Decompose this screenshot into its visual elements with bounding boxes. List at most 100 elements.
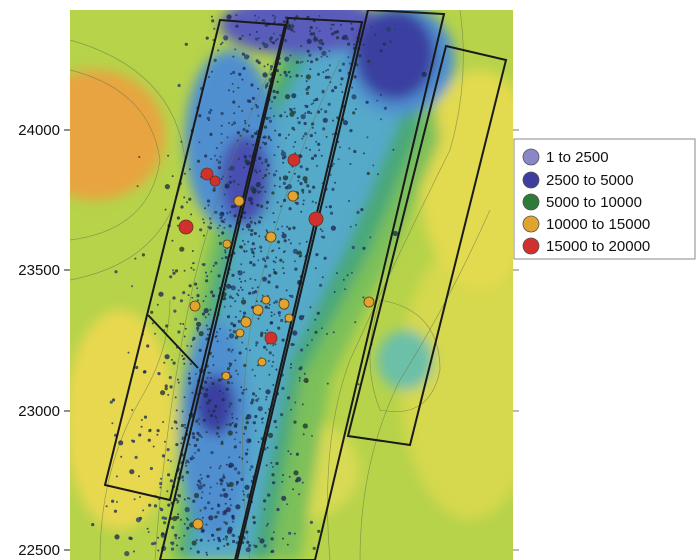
scatter-point xyxy=(288,207,292,211)
scatter-point xyxy=(271,100,273,103)
scatter-point xyxy=(349,225,352,228)
scatter-point xyxy=(272,41,276,45)
scatter-point xyxy=(285,137,287,140)
scatter-point xyxy=(289,111,295,117)
scatter-point xyxy=(163,361,166,364)
scatter-point xyxy=(292,488,295,491)
scatter-point xyxy=(209,466,212,469)
scatter-point xyxy=(91,523,95,527)
scatter-point xyxy=(241,288,244,291)
scatter-point xyxy=(236,417,238,420)
legend-marker-4 xyxy=(522,215,540,233)
scatter-point xyxy=(189,457,193,461)
scatter-point xyxy=(247,240,250,243)
scatter-point xyxy=(174,269,179,273)
scatter-point xyxy=(265,84,269,88)
scatter-point xyxy=(295,74,299,78)
scatter-point xyxy=(118,440,124,446)
scatter-point xyxy=(304,104,307,107)
scatter-point xyxy=(240,477,244,481)
scatter-point xyxy=(235,504,241,510)
scatter-point xyxy=(255,19,258,22)
scatter-point xyxy=(221,231,225,235)
scatter-point xyxy=(161,454,166,458)
scatter-point xyxy=(356,210,360,214)
scatter-point xyxy=(314,99,317,102)
scatter-point xyxy=(283,70,287,74)
scatter-point xyxy=(172,269,174,272)
scatter-point xyxy=(264,264,268,268)
scatter-point xyxy=(213,538,216,541)
scatter-point xyxy=(306,184,310,188)
scatter-point xyxy=(263,345,267,349)
scatter-point xyxy=(305,240,308,243)
scatter-point xyxy=(286,184,292,190)
scatter-point xyxy=(252,263,256,267)
scatter-point xyxy=(226,482,228,485)
scatter-point xyxy=(302,176,308,182)
scatter-point xyxy=(265,464,268,467)
scatter-point xyxy=(231,123,234,126)
scatter-point xyxy=(280,318,284,323)
scatter-point xyxy=(321,230,324,233)
survey-boxes xyxy=(103,10,508,560)
scatter-point xyxy=(234,359,237,362)
scatter-point xyxy=(280,205,283,208)
scatter-point xyxy=(167,393,170,396)
scatter-point xyxy=(270,537,274,541)
scatter-point xyxy=(261,276,268,282)
scatter-point xyxy=(331,133,334,136)
scatter-point xyxy=(195,438,199,442)
scatter-point xyxy=(241,457,244,460)
scatter-point xyxy=(230,463,235,467)
scatter-point xyxy=(322,127,326,131)
scatter-point xyxy=(247,196,253,202)
scatter-point xyxy=(266,230,269,233)
scatter-point xyxy=(146,527,149,530)
scatter-point xyxy=(291,24,295,28)
scatter-point xyxy=(305,380,308,383)
scatter-point xyxy=(312,185,316,189)
scatter-point xyxy=(217,378,221,382)
scatter-point xyxy=(263,142,267,146)
scatter-point xyxy=(193,443,198,448)
scatter-point xyxy=(267,360,270,362)
scatter-point xyxy=(210,270,213,273)
scatter-point xyxy=(251,287,254,290)
scatter-point xyxy=(217,234,220,237)
scatter-point xyxy=(205,36,209,40)
scatter-point xyxy=(248,291,252,295)
scatter-point xyxy=(320,154,323,157)
scatter-point xyxy=(141,253,145,257)
scatter-point xyxy=(171,427,173,430)
survey-box-right xyxy=(346,44,508,447)
scatter-point xyxy=(291,93,297,99)
scatter-point xyxy=(201,516,204,519)
scatter-point xyxy=(207,501,211,505)
scatter-point xyxy=(237,294,240,297)
scatter-point xyxy=(289,75,292,78)
scatter-point xyxy=(273,184,276,187)
scatter-point xyxy=(271,191,275,195)
scatter-point xyxy=(303,377,309,383)
scatter-point xyxy=(192,499,196,503)
scatter-point xyxy=(188,284,192,288)
scatter-point xyxy=(305,87,309,91)
scatter-point xyxy=(258,387,261,390)
scatter-point xyxy=(327,75,331,79)
scatter-point xyxy=(171,239,174,242)
scatter-point xyxy=(332,162,335,165)
scatter-point xyxy=(246,448,249,451)
scatter-point xyxy=(264,158,268,162)
scatter-point xyxy=(185,459,189,463)
scatter-point xyxy=(284,56,290,62)
scatter-point xyxy=(180,140,183,143)
scatter-point xyxy=(318,149,321,152)
scatter-point xyxy=(251,368,254,371)
scatter-point xyxy=(324,110,328,114)
scatter-point xyxy=(173,309,177,313)
scatter-point xyxy=(167,459,170,462)
scatter-point xyxy=(272,531,275,534)
scatter-point xyxy=(189,547,192,550)
leader-line xyxy=(147,314,199,369)
